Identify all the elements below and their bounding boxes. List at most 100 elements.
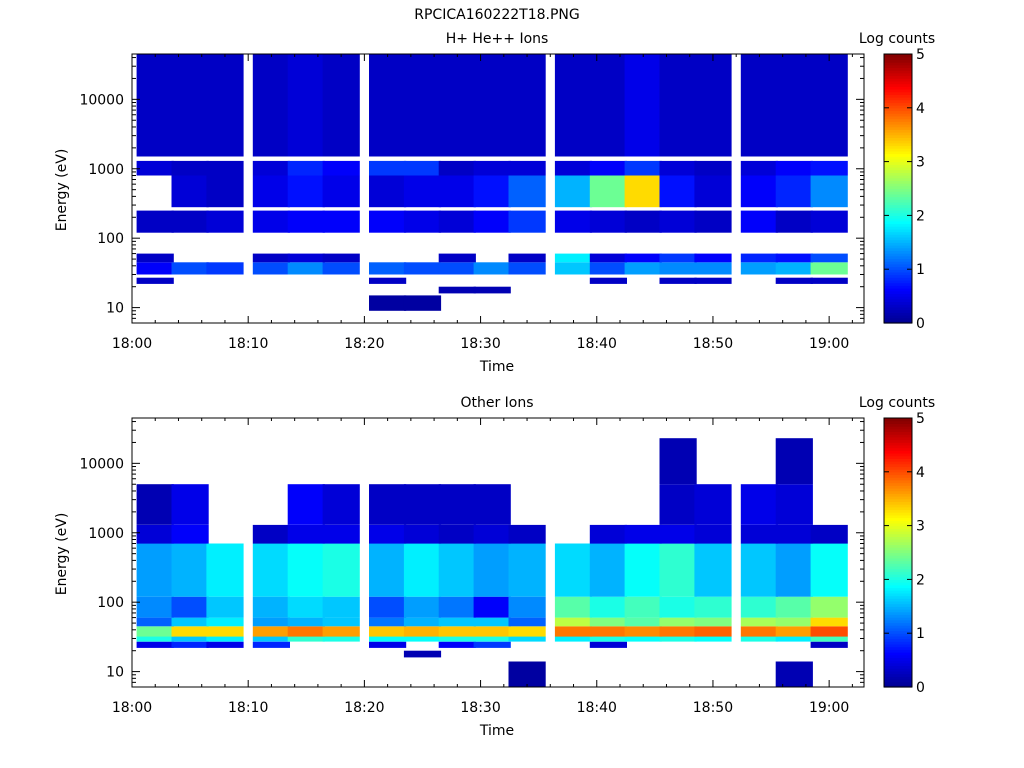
heatmap-cell: [589, 210, 627, 233]
colorbar-segment: [884, 541, 912, 546]
heatmap-cell: [252, 596, 290, 618]
heatmap-cell: [508, 617, 546, 627]
heatmap-cell: [624, 543, 662, 597]
heatmap-cell: [659, 524, 697, 544]
colorbar-segment: [884, 218, 912, 222]
colorbar-segment: [884, 271, 912, 276]
y-tick-label: 10: [106, 665, 124, 681]
heatmap-cell: [554, 262, 593, 275]
colorbar-segment: [884, 512, 912, 516]
heatmap-cell: [369, 160, 407, 176]
heatmap-cell: [694, 210, 732, 233]
colorbar-segment: [884, 180, 912, 184]
heatmap-cell: [369, 210, 407, 233]
heatmap-cell: [508, 160, 546, 176]
colorbar-segment: [884, 282, 912, 286]
colorbar-segment: [884, 670, 912, 675]
heatmap-cell: [403, 543, 442, 597]
heatmap-cell: [438, 596, 476, 618]
heatmap-cell: [775, 210, 813, 233]
heatmap-cell: [554, 626, 593, 637]
heatmap-cell: [659, 253, 697, 263]
heatmap-cell: [403, 484, 442, 525]
colorbar-segment: [884, 458, 912, 462]
heatmap-cell: [473, 524, 511, 544]
colorbar-segment: [884, 142, 912, 147]
heatmap-cell: [589, 596, 627, 618]
heatmap-cell: [659, 596, 697, 618]
heatmap-cell: [810, 617, 848, 627]
heatmap-cell: [554, 54, 593, 157]
heatmap-cell: [694, 253, 732, 263]
heatmap-cell: [810, 210, 848, 233]
heatmap-cell: [624, 160, 662, 176]
heatmap-cell: [403, 524, 442, 544]
colorbar-segment: [884, 506, 912, 511]
heatmap-cell: [369, 54, 407, 157]
colorbar-segment: [884, 156, 912, 160]
colorbar-tick-label: 2: [916, 572, 925, 588]
colorbar-segment: [884, 183, 912, 187]
heatmap-cell: [252, 641, 290, 648]
heatmap-cell: [659, 160, 697, 176]
heatmap-cell: [694, 543, 732, 597]
x-axis: 18:00 18:10 18:20 18:30 18:40 18:50 19:00: [112, 418, 853, 716]
heatmap-cell: [322, 253, 360, 263]
heatmap-cell: [206, 175, 244, 208]
heatmap-cell: [508, 175, 546, 208]
heatmap-cell: [740, 524, 778, 544]
colorbar-segment: [884, 557, 912, 562]
heatmap-cell: [403, 262, 442, 275]
colorbar-segment: [884, 132, 912, 136]
colorbar-segment: [884, 269, 912, 273]
colorbar-segment: [884, 123, 912, 128]
heatmap-cell: [740, 636, 778, 642]
heatmap-cell: [136, 641, 174, 648]
colorbar-segment: [884, 83, 912, 87]
colorbar-segment: [884, 676, 912, 680]
heatmap-cell: [775, 54, 813, 157]
heatmap-cell: [136, 484, 174, 525]
heatmap-cell: [369, 636, 407, 642]
colorbar-tick-label: 5: [916, 411, 925, 427]
colorbar-segment: [884, 501, 912, 505]
colorbar-tick-label: 0: [916, 680, 925, 696]
colorbar-segment: [884, 608, 912, 613]
heatmap-cell: [775, 484, 813, 525]
heatmap-cell: [810, 626, 848, 637]
heatmap-cell: [287, 543, 325, 597]
y-axis: 10 100 1000 10000: [79, 421, 864, 688]
colorbar-segment: [884, 185, 912, 190]
heatmap-cell: [403, 54, 442, 157]
heatmap-cell: [554, 253, 593, 263]
heatmap-cell: [508, 524, 546, 544]
x-tick-label: 18:30: [460, 336, 500, 352]
heatmap-cell: [171, 641, 209, 648]
colorbar-segment: [884, 423, 912, 427]
colorbar-segment: [884, 641, 912, 645]
colorbar-segment: [884, 169, 912, 173]
x-tick-label: 18:00: [112, 336, 152, 352]
colorbar-segment: [884, 231, 912, 235]
colorbar-segment: [884, 285, 912, 289]
heatmap-cell: [508, 626, 546, 637]
heatmap-cell: [775, 543, 813, 597]
heatmap-cell: [369, 641, 407, 648]
colorbar-tick-label: 2: [916, 208, 925, 224]
heatmap-cell: [775, 262, 813, 275]
colorbar-segment: [884, 528, 912, 532]
colorbar-segment: [884, 431, 912, 435]
y-axis-label: Energy (eV): [54, 149, 70, 232]
colorbar-segment: [884, 568, 912, 572]
colorbar-segment: [884, 592, 912, 597]
colorbar-segment: [884, 88, 912, 93]
heatmap-cell: [810, 253, 848, 263]
colorbar-segment: [884, 121, 912, 125]
heatmap-cell: [322, 617, 360, 627]
heatmap-cell: [369, 543, 407, 597]
colorbar-segment: [884, 91, 912, 95]
heatmap-cells: [136, 438, 848, 687]
heatmap-cell: [624, 54, 662, 157]
heatmap-cell: [252, 524, 290, 544]
heatmap-cell: [659, 626, 697, 637]
